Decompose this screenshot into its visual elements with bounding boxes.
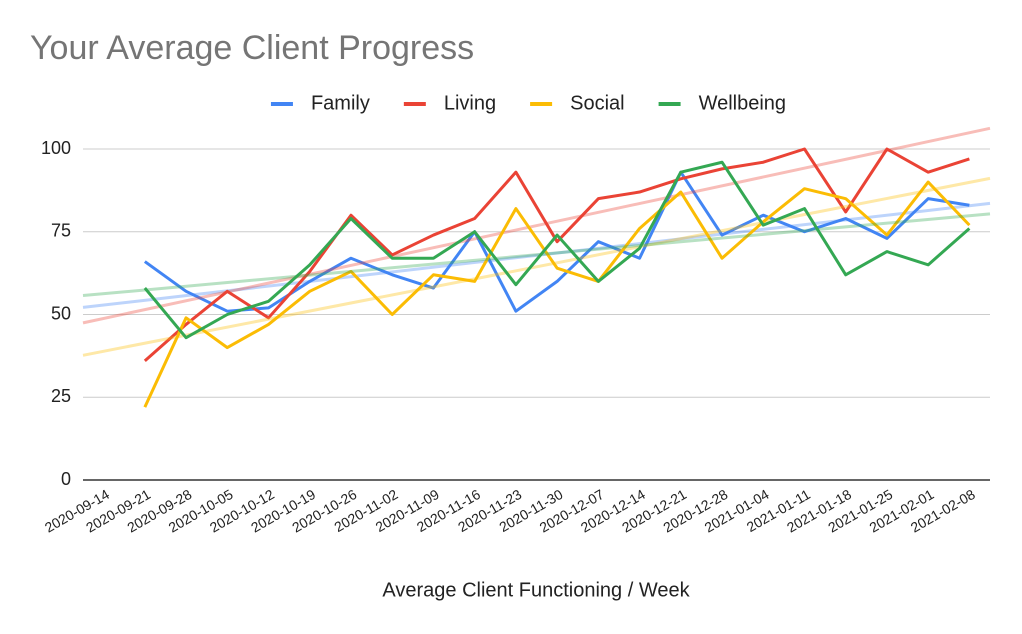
legend-label: Living — [444, 92, 496, 114]
chart-title: Your Average Client Progress — [30, 29, 474, 67]
trendline — [82, 126, 991, 325]
legend: Family Living Social Wellbeing — [270, 92, 786, 114]
y-tick-label: 100 — [41, 138, 71, 158]
legend-label: Family — [311, 92, 370, 114]
y-tick-label: 0 — [61, 469, 71, 489]
series-line — [143, 180, 971, 408]
series-line — [143, 147, 970, 362]
y-tick-label: 50 — [51, 303, 71, 323]
y-tick-label: 75 — [51, 221, 71, 241]
x-axis-label: Average Client Functioning / Week — [382, 579, 690, 601]
trendline — [82, 212, 991, 298]
series-line — [143, 160, 971, 340]
legend-label: Wellbeing — [699, 92, 786, 114]
legend-label: Social — [570, 92, 624, 114]
trendline — [82, 176, 991, 357]
y-tick-label: 25 — [51, 386, 71, 406]
series-line — [143, 170, 970, 313]
